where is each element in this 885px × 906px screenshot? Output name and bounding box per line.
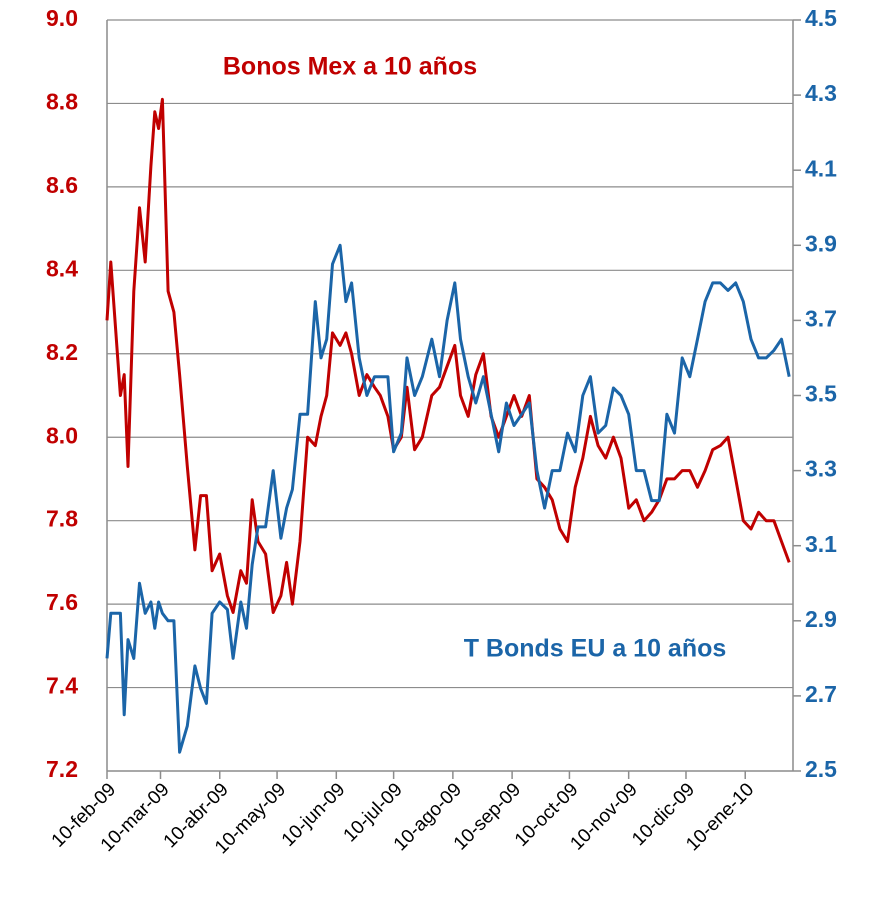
y2-tick-label: 4.1 [805, 155, 837, 181]
y2-tick-label: 2.9 [805, 606, 837, 632]
y-tick-label: 8.4 [46, 255, 78, 281]
y2-tick-label: 4.3 [805, 80, 837, 106]
y2-tick-label: 4.5 [805, 5, 837, 31]
y2-tick-label: 3.9 [805, 230, 837, 256]
y2-tick-label: 3.5 [805, 381, 837, 407]
x-tick-label: 10-jun-09 [278, 779, 350, 851]
y2-tick-label: 3.3 [805, 456, 837, 482]
y2-tick-label: 3.1 [805, 531, 837, 557]
y-tick-label: 7.6 [46, 589, 78, 615]
series-line [105, 97, 791, 614]
y-tick-label: 7.4 [46, 673, 78, 699]
y-tick-label: 9.0 [46, 5, 78, 31]
y-tick-label: 7.2 [46, 756, 78, 782]
y2-tick-label: 2.7 [805, 681, 837, 707]
y-tick-label: 8.8 [46, 89, 78, 115]
y-tick-label: 8.0 [46, 422, 78, 448]
y-tick-label: 7.8 [46, 506, 78, 532]
y-tick-label: 8.6 [46, 172, 78, 198]
series-line [105, 243, 791, 754]
y2-tick-label: 3.7 [805, 305, 837, 331]
y-tick-label: 8.2 [46, 339, 78, 365]
series-label: Bonos Mex a 10 años [223, 53, 477, 81]
y2-tick-label: 2.5 [805, 756, 837, 782]
series-label: T Bonds EU a 10 años [464, 635, 727, 663]
